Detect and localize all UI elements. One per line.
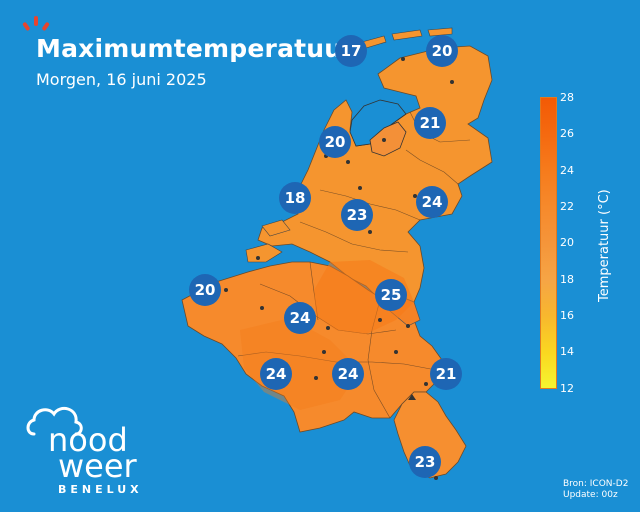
temp-bubble-luxembourg[interactable]: 23 (409, 446, 441, 478)
colorbar-label: Temperatuur (°C) (597, 189, 612, 302)
data-source: Bron: ICON-D2 Update: 00z (563, 479, 628, 501)
temp-bubble-belgian-coast[interactable]: 20 (189, 274, 221, 306)
colorbar-tick: 16 (560, 309, 574, 322)
temp-bubble-hainaut[interactable]: 24 (260, 358, 292, 390)
colorbar-tick: 20 (560, 236, 574, 249)
temp-bubble-namur[interactable]: 24 (332, 358, 364, 390)
temp-bubble-texel[interactable]: 17 (335, 35, 367, 67)
logo-word-nood: nood (48, 421, 128, 459)
cloud-icon (26, 406, 83, 436)
logo-word-weer: weer (58, 447, 137, 485)
temp-bubble-liege-east[interactable]: 21 (430, 358, 462, 390)
sun-logo-icon (22, 16, 50, 31)
temp-bubble-noord-holland[interactable]: 20 (319, 126, 351, 158)
temp-bubble-groningen[interactable]: 20 (426, 35, 458, 67)
forecast-date: Morgen, 16 juni 2025 (36, 70, 207, 89)
temp-bubble-utrecht[interactable]: 23 (341, 199, 373, 231)
colorbar-tick: 12 (560, 382, 574, 395)
colorbar-tick: 22 (560, 200, 574, 213)
colorbar-tick: 26 (560, 127, 574, 140)
colorbar-tick: 14 (560, 345, 574, 358)
page-title: Maximumtemperatuur (36, 34, 355, 63)
update-time: Update: 00z (563, 490, 618, 500)
colorbar-tick: 24 (560, 164, 574, 177)
temp-bubble-gelderland[interactable]: 24 (416, 186, 448, 218)
colorbar-tick: 18 (560, 273, 574, 286)
temp-bubble-friesland-east[interactable]: 21 (414, 107, 446, 139)
temperature-colorbar (540, 97, 557, 389)
colorbar-tick: 28 (560, 91, 574, 104)
source-model: Bron: ICON-D2 (563, 479, 629, 489)
temp-bubble-zuid-holland[interactable]: 18 (279, 182, 311, 214)
logo-region: BENELUX (58, 483, 143, 496)
temp-bubble-flanders[interactable]: 24 (284, 302, 316, 334)
temp-bubble-brabant[interactable]: 25 (375, 279, 407, 311)
